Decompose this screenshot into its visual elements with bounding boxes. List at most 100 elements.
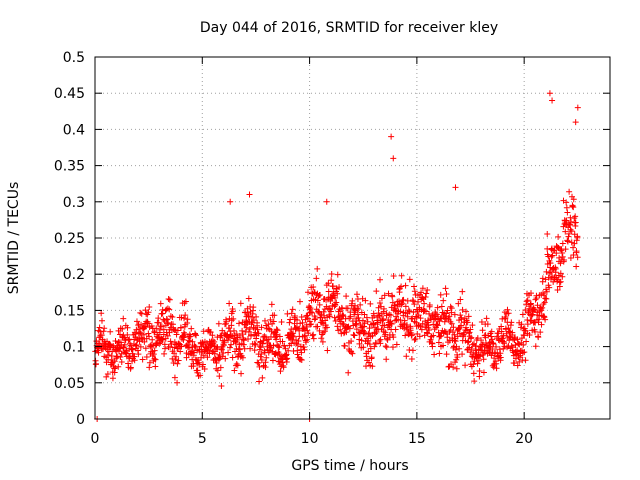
data-point bbox=[332, 302, 339, 309]
data-point bbox=[236, 346, 243, 353]
data-point bbox=[391, 302, 398, 309]
data-point bbox=[185, 337, 192, 344]
data-point bbox=[480, 369, 487, 376]
data-point bbox=[253, 313, 260, 320]
data-point bbox=[231, 367, 238, 374]
data-point bbox=[426, 327, 433, 334]
data-point bbox=[502, 314, 509, 321]
data-point bbox=[570, 196, 577, 203]
data-point bbox=[315, 293, 322, 300]
data-point bbox=[465, 313, 472, 320]
data-point bbox=[317, 314, 324, 321]
data-point bbox=[423, 290, 430, 297]
data-point bbox=[403, 353, 410, 360]
data-point bbox=[383, 344, 390, 351]
data-point bbox=[174, 360, 181, 367]
data-point bbox=[397, 308, 404, 315]
y-tick-label: 0.3 bbox=[63, 195, 85, 211]
data-point bbox=[376, 299, 383, 306]
data-point bbox=[235, 345, 242, 352]
y-tick-label: 0.2 bbox=[63, 267, 85, 283]
data-point bbox=[395, 298, 402, 305]
data-point bbox=[521, 349, 528, 356]
data-point bbox=[172, 356, 179, 363]
data-point bbox=[547, 260, 554, 267]
data-point bbox=[488, 333, 495, 340]
data-point bbox=[358, 337, 365, 344]
data-point bbox=[470, 370, 477, 377]
data-point bbox=[308, 321, 315, 328]
data-point bbox=[167, 313, 174, 320]
data-point bbox=[321, 328, 328, 335]
data-point bbox=[350, 331, 357, 338]
data-point bbox=[465, 338, 472, 345]
data-point bbox=[538, 321, 545, 328]
data-point bbox=[411, 301, 418, 308]
data-point bbox=[238, 370, 245, 377]
data-point bbox=[115, 363, 122, 370]
data-point bbox=[563, 204, 570, 211]
data-point bbox=[327, 308, 334, 315]
data-point bbox=[142, 345, 149, 352]
data-point bbox=[189, 338, 196, 345]
data-point bbox=[429, 312, 436, 319]
data-point bbox=[302, 316, 309, 323]
data-point bbox=[310, 335, 317, 342]
data-point bbox=[203, 340, 210, 347]
data-point bbox=[276, 333, 283, 340]
data-point bbox=[349, 297, 356, 304]
data-point bbox=[298, 314, 305, 321]
data-point bbox=[216, 373, 223, 380]
data-point bbox=[476, 367, 483, 374]
data-point bbox=[334, 290, 341, 297]
data-point bbox=[409, 297, 416, 304]
data-point bbox=[555, 233, 562, 240]
data-point bbox=[209, 332, 216, 339]
data-point bbox=[455, 300, 462, 307]
data-point bbox=[549, 97, 556, 104]
data-point bbox=[541, 292, 548, 299]
data-point bbox=[184, 316, 191, 323]
axis-ticks: 0 0.05 0.1 0.15 0.2 0.25 0.3 0.35 0.4 0.45 0.5 0 5 10… bbox=[54, 50, 610, 447]
data-point bbox=[448, 320, 455, 327]
data-point bbox=[133, 326, 140, 333]
data-point bbox=[233, 331, 240, 338]
data-point bbox=[288, 310, 295, 317]
data-point bbox=[277, 368, 284, 375]
data-point bbox=[294, 341, 301, 348]
data-point bbox=[526, 331, 533, 338]
data-point bbox=[304, 336, 311, 343]
data-point bbox=[252, 341, 259, 348]
data-point bbox=[566, 188, 573, 195]
data-point bbox=[385, 290, 392, 297]
data-point bbox=[528, 312, 535, 319]
data-point bbox=[519, 349, 526, 356]
data-point bbox=[137, 343, 144, 350]
data-point bbox=[436, 350, 443, 357]
data-point bbox=[416, 333, 423, 340]
data-point bbox=[301, 332, 308, 339]
data-point bbox=[434, 321, 441, 328]
data-point bbox=[451, 331, 458, 338]
data-point bbox=[182, 312, 189, 319]
data-point bbox=[119, 325, 126, 332]
data-point bbox=[410, 309, 417, 316]
y-tick-label: 0.1 bbox=[63, 340, 85, 356]
data-point bbox=[542, 276, 549, 283]
data-point bbox=[546, 269, 553, 276]
data-point bbox=[177, 324, 184, 331]
data-point bbox=[316, 301, 323, 308]
data-point bbox=[551, 247, 558, 254]
data-point bbox=[426, 301, 433, 308]
data-point bbox=[309, 332, 316, 339]
data-point bbox=[194, 367, 201, 374]
data-point bbox=[186, 344, 193, 351]
data-point bbox=[151, 328, 158, 335]
data-point bbox=[158, 323, 165, 330]
data-point bbox=[184, 319, 191, 326]
data-point bbox=[121, 341, 128, 348]
data-point bbox=[125, 360, 132, 367]
data-point bbox=[373, 329, 380, 336]
data-point bbox=[311, 316, 318, 323]
data-point bbox=[165, 295, 172, 302]
